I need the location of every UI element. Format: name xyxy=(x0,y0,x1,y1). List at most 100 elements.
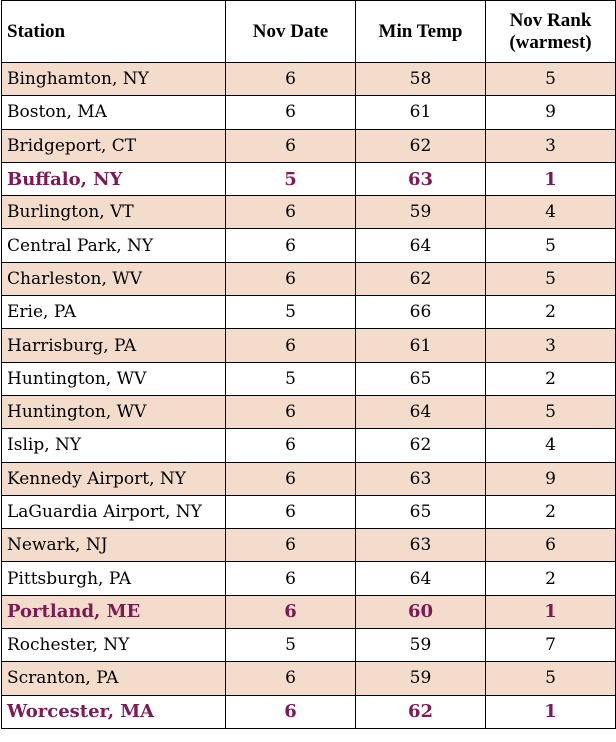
min-temp-cell: 62 xyxy=(355,428,486,463)
table-row: Charleston, WV 6 62 5 xyxy=(1,261,616,297)
table-row: Kennedy Airport, NY 6 63 9 xyxy=(1,461,616,496)
min-temp-cell: 64 xyxy=(355,561,486,596)
nov-rank-cell: 9 xyxy=(485,95,616,130)
station-cell: Pittsburgh, PA xyxy=(1,561,226,596)
table-row: LaGuardia Airport, NY 6 65 2 xyxy=(1,494,616,530)
min-temp-cell: 61 xyxy=(355,95,486,130)
nov-rank-cell: 2 xyxy=(485,295,616,330)
station-cell: Huntington, WV xyxy=(1,361,226,396)
station-cell: Scranton, PA xyxy=(1,661,226,696)
station-cell: Portland, ME xyxy=(1,594,226,630)
min-temp-cell: 59 xyxy=(355,661,486,696)
station-cell: Worcester, MA xyxy=(1,694,226,729)
min-temp-cell: 63 xyxy=(355,461,486,496)
table-row: Erie, PA 5 66 2 xyxy=(1,295,616,330)
station-cell: Rochester, NY xyxy=(1,628,226,663)
nov-date-cell: 6 xyxy=(225,61,356,97)
nov-rank-cell: 5 xyxy=(485,394,616,430)
table-row: Buffalo, NY 5 63 1 xyxy=(1,161,616,197)
min-temp-cell: 62 xyxy=(355,261,486,297)
nov-date-cell: 6 xyxy=(225,428,356,463)
header-min-temp: Min Temp xyxy=(355,0,486,63)
nov-rank-cell: 5 xyxy=(485,261,616,297)
min-temp-cell: 61 xyxy=(355,328,486,363)
header-station: Station xyxy=(1,0,226,63)
nov-rank-cell: 1 xyxy=(485,594,616,630)
table-body: Binghamton, NY 6 58 5 Boston, MA 6 61 9 Bridgepo… xyxy=(1,61,616,729)
nov-date-cell: 6 xyxy=(225,95,356,130)
nov-rank-cell: 1 xyxy=(485,161,616,197)
table-row: Central Park, NY 6 64 5 xyxy=(1,228,616,263)
table-row: Scranton, PA 6 59 5 xyxy=(1,661,616,696)
min-temp-cell: 63 xyxy=(355,161,486,197)
nov-date-cell: 5 xyxy=(225,295,356,330)
nov-rank-cell: 5 xyxy=(485,228,616,263)
nov-date-cell: 6 xyxy=(225,594,356,630)
table-row: Pittsburgh, PA 6 64 2 xyxy=(1,561,616,596)
nov-date-cell: 6 xyxy=(225,461,356,496)
table-row: Newark, NJ 6 63 6 xyxy=(1,528,616,563)
min-temp-cell: 59 xyxy=(355,628,486,663)
nov-date-cell: 6 xyxy=(225,528,356,563)
header-nov-rank-line2: (warmest) xyxy=(509,31,592,53)
min-temp-cell: 59 xyxy=(355,195,486,230)
station-cell: Central Park, NY xyxy=(1,228,226,263)
min-temp-cell: 64 xyxy=(355,394,486,430)
nov-rank-cell: 5 xyxy=(485,661,616,696)
nov-rank-cell: 2 xyxy=(485,494,616,530)
nov-date-cell: 6 xyxy=(225,261,356,297)
nov-rank-cell: 2 xyxy=(485,361,616,396)
nov-rank-cell: 9 xyxy=(485,461,616,496)
station-cell: Islip, NY xyxy=(1,428,226,463)
min-temp-cell: 65 xyxy=(355,361,486,396)
nov-rank-cell: 3 xyxy=(485,128,616,163)
station-cell: Binghamton, NY xyxy=(1,61,226,97)
nov-rank-cell: 1 xyxy=(485,694,616,729)
nov-rank-cell: 3 xyxy=(485,328,616,363)
min-temp-cell: 62 xyxy=(355,128,486,163)
table-row: Bridgeport, CT 6 62 3 xyxy=(1,128,616,163)
table-row: Islip, NY 6 62 4 xyxy=(1,428,616,463)
table-row: Portland, ME 6 60 1 xyxy=(1,594,616,630)
table-row: Huntington, WV 6 64 5 xyxy=(1,394,616,430)
min-temp-cell: 63 xyxy=(355,528,486,563)
min-temp-cell: 65 xyxy=(355,494,486,530)
station-cell: Huntington, WV xyxy=(1,394,226,430)
header-nov-rank-line1: Nov Rank xyxy=(509,9,592,31)
station-cell: Harrisburg, PA xyxy=(1,328,226,363)
station-cell: Newark, NJ xyxy=(1,528,226,563)
min-temp-cell: 64 xyxy=(355,228,486,263)
nov-rank-cell: 6 xyxy=(485,528,616,563)
nov-date-cell: 6 xyxy=(225,228,356,263)
nov-date-cell: 5 xyxy=(225,628,356,663)
nov-date-cell: 6 xyxy=(225,694,356,729)
table-row: Boston, MA 6 61 9 xyxy=(1,95,616,130)
station-cell: Burlington, VT xyxy=(1,195,226,230)
nov-date-cell: 6 xyxy=(225,328,356,363)
header-nov-date: Nov Date xyxy=(225,0,356,63)
min-temp-cell: 60 xyxy=(355,594,486,630)
station-cell: Charleston, WV xyxy=(1,261,226,297)
table-row: Harrisburg, PA 6 61 3 xyxy=(1,328,616,363)
header-nov-rank: Nov Rank (warmest) xyxy=(485,0,616,63)
table-row: Huntington, WV 5 65 2 xyxy=(1,361,616,396)
station-cell: Bridgeport, CT xyxy=(1,128,226,163)
nov-rank-cell: 4 xyxy=(485,428,616,463)
nov-date-cell: 6 xyxy=(225,128,356,163)
nov-date-cell: 6 xyxy=(225,195,356,230)
nov-date-cell: 5 xyxy=(225,361,356,396)
station-cell: Kennedy Airport, NY xyxy=(1,461,226,496)
table-row: Rochester, NY 5 59 7 xyxy=(1,628,616,663)
nov-date-cell: 6 xyxy=(225,494,356,530)
table-row: Binghamton, NY 6 58 5 xyxy=(1,61,616,97)
table-row: Worcester, MA 6 62 1 xyxy=(1,694,616,729)
nov-rank-cell: 5 xyxy=(485,61,616,97)
station-cell: Boston, MA xyxy=(1,95,226,130)
nov-date-cell: 6 xyxy=(225,394,356,430)
header-row: Station Nov Date Min Temp Nov Rank (warm… xyxy=(1,0,616,63)
station-cell: Buffalo, NY xyxy=(1,161,226,197)
nov-rank-cell: 4 xyxy=(485,195,616,230)
nov-rank-cell: 2 xyxy=(485,561,616,596)
min-temp-cell: 66 xyxy=(355,295,486,330)
